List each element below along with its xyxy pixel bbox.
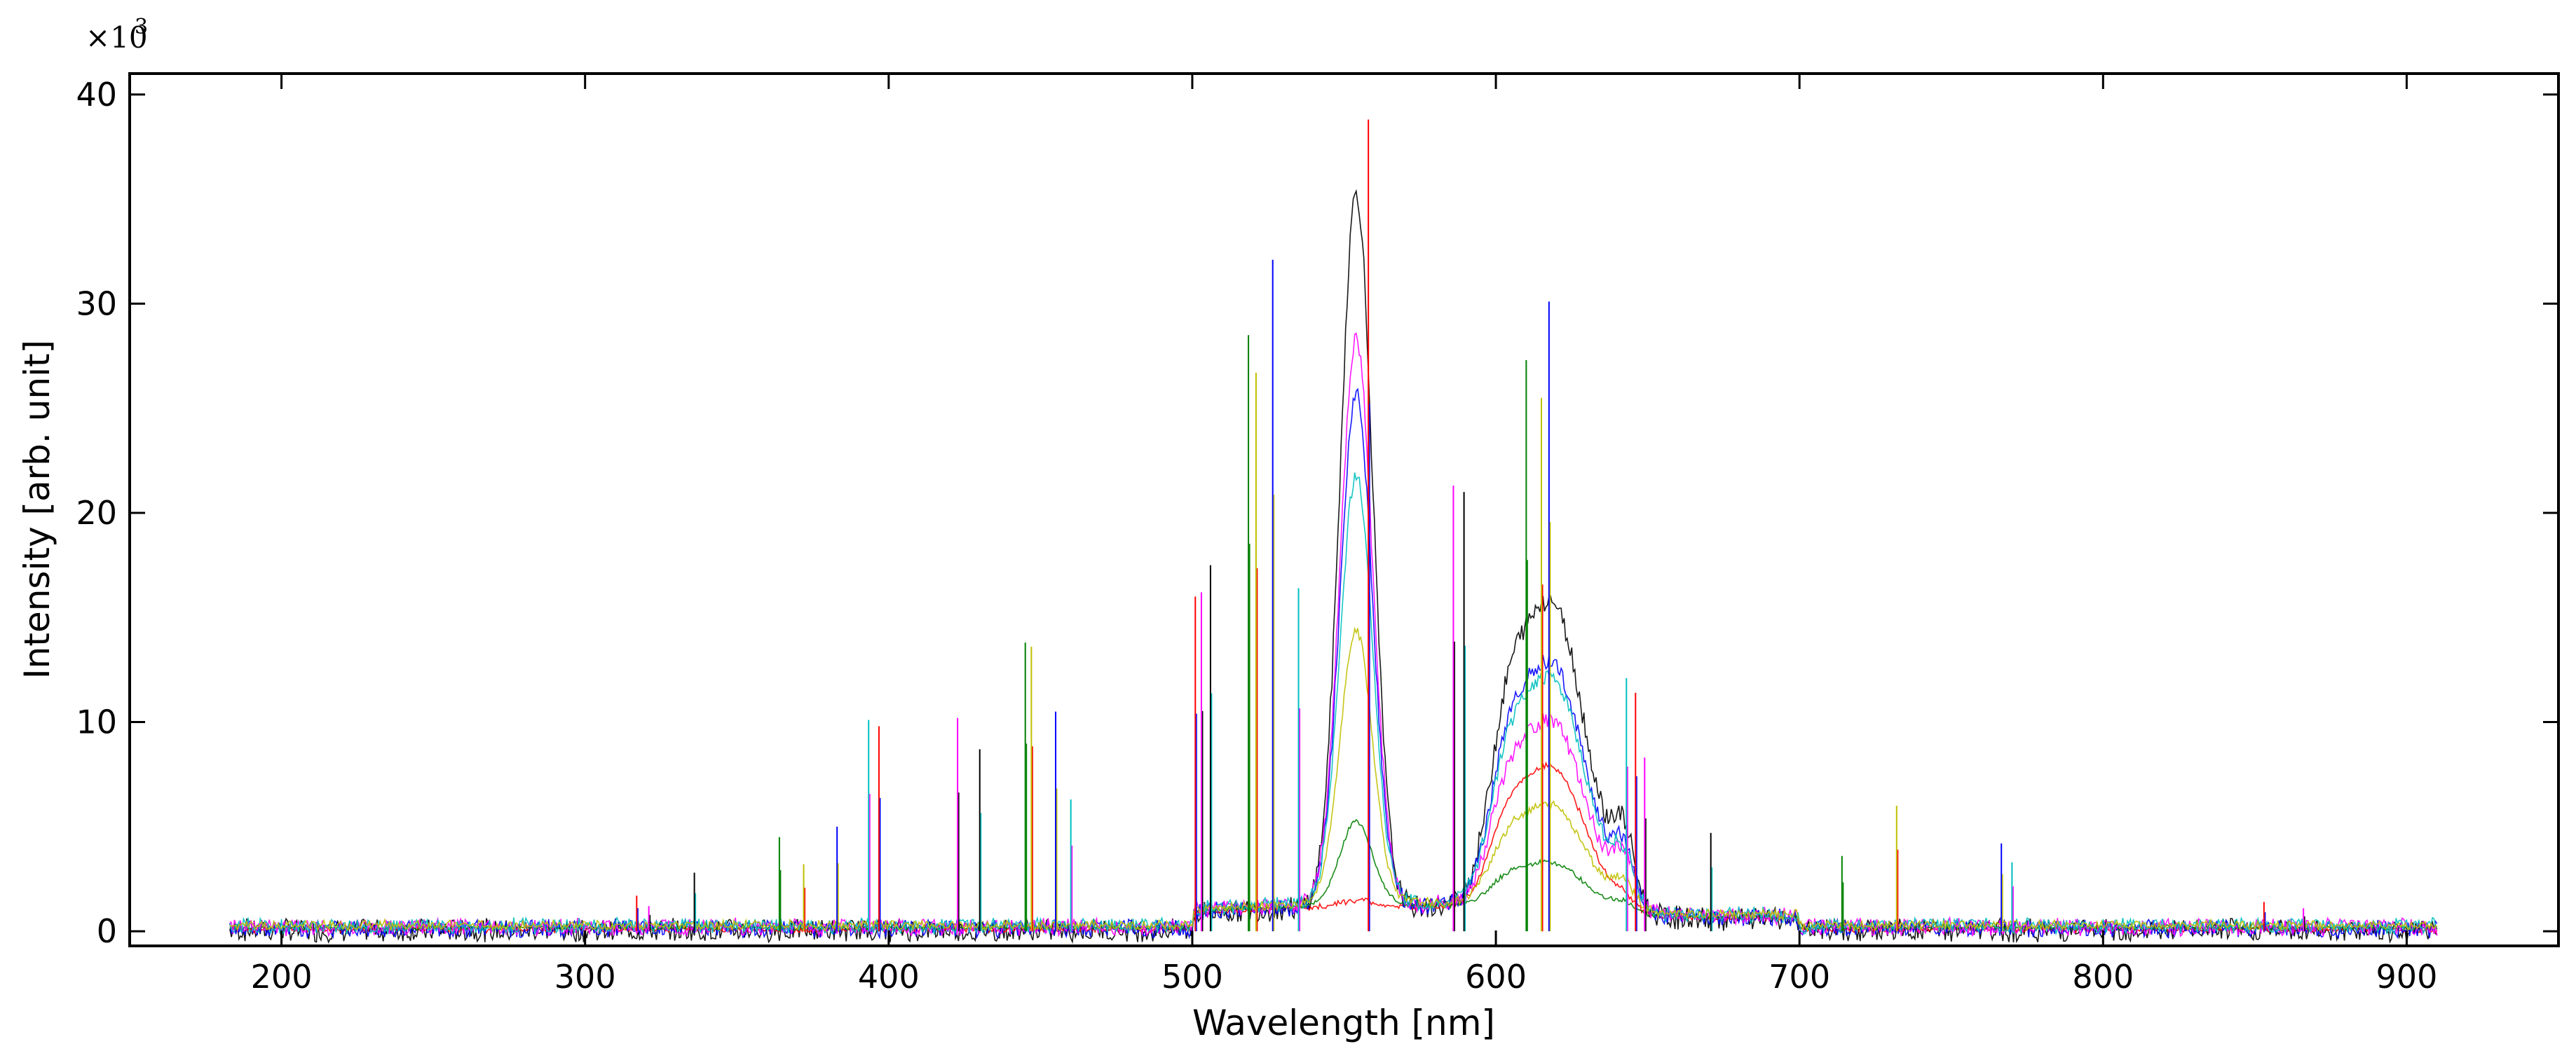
spectrum-series [229, 472, 2438, 936]
x-tick-label: 900 [2376, 958, 2438, 996]
x-tick-label: 400 [858, 958, 920, 996]
x-tick-label: 200 [251, 958, 313, 996]
x-axis-label: Wavelength [nm] [1192, 1003, 1495, 1043]
y-multiplier-label: ×10 [86, 20, 148, 55]
y-tick-label: 20 [76, 494, 117, 532]
y-tick-label: 0 [97, 912, 117, 950]
y-tick-label: 30 [76, 284, 117, 322]
x-tick-label: 500 [1161, 958, 1223, 996]
spectrum-series [229, 387, 2438, 940]
spectrum-series [229, 188, 2438, 944]
spectrum-series [229, 626, 2438, 933]
ticks-layer: 200 300 400 500 600 700 800 900 0 10 20 30 40 [76, 74, 2558, 996]
spectrum-series [229, 818, 2438, 933]
x-tick-label: 800 [2072, 958, 2134, 996]
y-multiplier-exponent: 3 [135, 15, 148, 39]
x-tick-label: 300 [554, 958, 616, 996]
y-tick-label: 40 [76, 76, 117, 114]
plot-frame [128, 72, 2560, 947]
series-layer [229, 119, 2438, 944]
spectrum-series [229, 761, 2438, 935]
y-tick-label: 10 [76, 703, 117, 741]
y-axis-label: Intensity [arb. unit] [17, 340, 57, 679]
x-tick-label: 600 [1465, 958, 1527, 996]
x-tick-label: 700 [1769, 958, 1830, 996]
